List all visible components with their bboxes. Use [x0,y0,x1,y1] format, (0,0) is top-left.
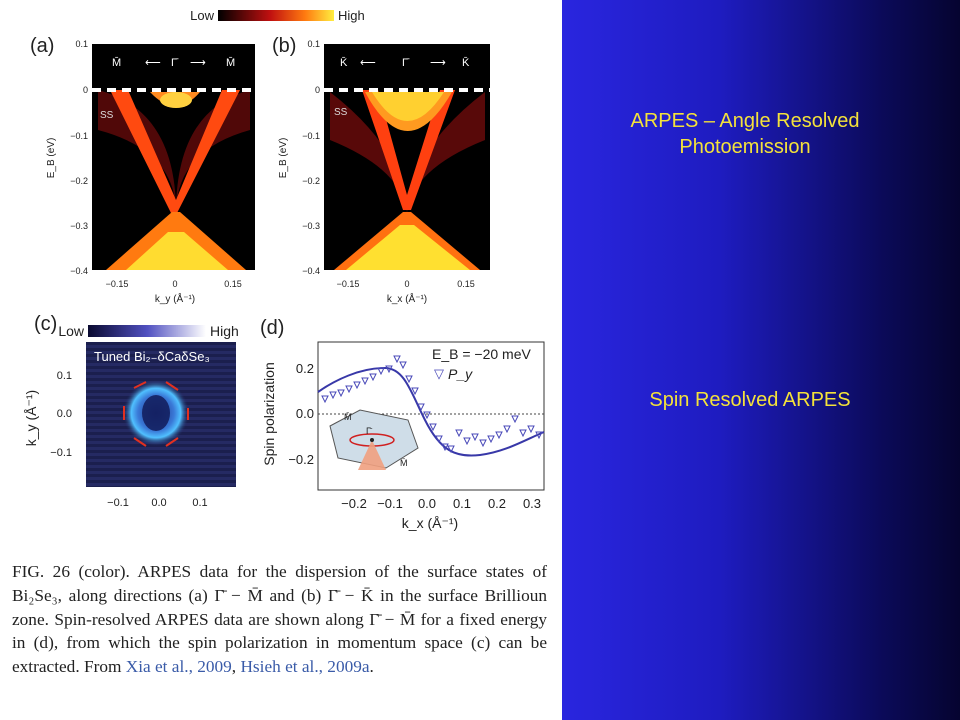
ytick: −0.4 [70,266,88,276]
xtick: 0.15 [224,279,242,289]
dir-right: K̄ [462,56,470,69]
colorbar-top-high: High [338,8,365,23]
panel-c-ylabel: k_y (Å⁻¹) [23,390,39,446]
figure-panel: Low High (a) M̄ Γ̄ M̄ ⟵ ⟶ SS [12,8,547,679]
panel-c-label: (c) [34,313,57,335]
ytick: 0.0 [296,406,314,421]
colorbar-c-high: High [210,323,239,339]
caption-text: FIG. 26 (color). ARPES data for the disp… [12,562,547,677]
colorbar-top-low: Low [190,8,214,23]
right-arrow-icon: ⟶ [190,57,206,69]
dir-center: Γ̄ [402,57,410,69]
panel-a-label: (a) [30,35,54,57]
inset-label: M̄ [344,412,352,422]
slide-subtitle: Spin Resolved ARPES [649,389,851,411]
panel-d-ylabel: Spin polarization [261,362,277,466]
ss-label: SS [334,107,348,118]
xtick: −0.1 [107,497,129,509]
panel-b-ylabel: E_B (eV) [278,138,289,179]
xtick: 0.1 [453,496,471,511]
ytick: 0 [315,85,320,95]
ytick: 0.1 [307,39,320,49]
xtick: 0.0 [151,497,166,509]
panel-a-ylabel: E_B (eV) [46,138,57,179]
xtick: −0.15 [106,279,129,289]
xtick: 0.1 [192,497,207,509]
panel-d: (d) E_B = −20 meV ▽ P_y M̄ Γ̄ M̄ [260,317,545,531]
panel-c-inset-title: Tuned Bi₂₋δCaδSe₃ [94,349,210,364]
panel-b-xlabel: k_x (Å⁻¹) [387,292,427,305]
colorbar-c [88,325,206,337]
ytick: −0.1 [302,131,320,141]
ytick: 0.2 [296,361,314,376]
ytick: −0.2 [302,176,320,186]
panel-c: (c) Low High Tuned Bi₂₋δCaδSe₃ 0.1 0.0 −… [23,313,239,509]
right-arrow-icon: ⟶ [430,57,446,69]
dir-right: M̄ [226,56,235,69]
colorbar-top [218,10,334,21]
panel-a: (a) M̄ Γ̄ M̄ ⟵ ⟶ SS 0.1 0 −0.1 [30,35,255,305]
panel-b: (b) K̄ Γ̄ K̄ ⟵ ⟶ SS 0.1 0 −0.1 [272,35,490,305]
inset-label: M̄ [400,458,408,468]
xtick: 0.15 [457,279,475,289]
xtick: −0.2 [341,496,367,511]
panel-d-label: (d) [260,317,284,339]
xtick: 0 [172,279,177,289]
xtick: −0.1 [377,496,403,511]
figure-caption: FIG. 26 (color). ARPES data for the disp… [12,560,547,679]
xtick: 0.3 [523,496,541,511]
figure-graphics: Low High (a) M̄ Γ̄ M̄ ⟵ ⟶ SS [23,8,545,531]
data-points [321,355,543,454]
reference-link-hsieh[interactable]: Hsieh et al., 2009a [240,657,370,677]
ytick: −0.2 [288,452,314,467]
slide-title: ARPES – Angle Resolved Photoemission [600,108,890,160]
fit-curve [317,366,545,457]
ytick: −0.1 [70,131,88,141]
legend-marker-icon: ▽ [434,366,444,381]
panel-d-energy: E_B = −20 meV [432,346,532,362]
panel-a-xlabel: k_y (Å⁻¹) [155,292,195,305]
ytick: 0.1 [75,39,88,49]
left-arrow-icon: ⟵ [145,57,161,69]
ss-label: SS [100,110,114,121]
ytick: −0.2 [70,176,88,186]
xtick: 0.2 [488,496,506,511]
xtick: 0 [404,279,409,289]
dir-center: Γ̄ [171,57,179,69]
ytick: −0.1 [50,447,72,459]
panel-d-legend: P_y [448,366,473,382]
ytick: −0.3 [70,221,88,231]
left-arrow-icon: ⟵ [360,57,376,69]
ytick: −0.3 [302,221,320,231]
colorbar-c-low: Low [58,323,85,339]
ytick: 0.1 [57,370,72,382]
inset-label: Γ̄ [366,426,373,436]
panel-d-xlabel: k_x (Å⁻¹) [402,515,458,531]
ytick: 0 [83,85,88,95]
brillouin-zone-inset: M̄ Γ̄ M̄ [329,409,419,470]
xtick: 0.0 [418,496,436,511]
reference-link-xia[interactable]: Xia et al., 2009 [125,657,232,677]
caption-separator: , [231,657,241,677]
panel-b-label: (b) [272,35,296,57]
slide-title-line2: Photoemission [679,136,811,158]
dir-left: K̄ [340,56,348,69]
ytick: 0.0 [57,408,72,420]
dir-left: M̄ [112,56,121,69]
ytick: −0.4 [302,266,320,276]
slide-title-line1: ARPES – Angle Resolved [630,110,860,132]
xtick: −0.15 [337,279,360,289]
caption-end: . [369,657,374,677]
